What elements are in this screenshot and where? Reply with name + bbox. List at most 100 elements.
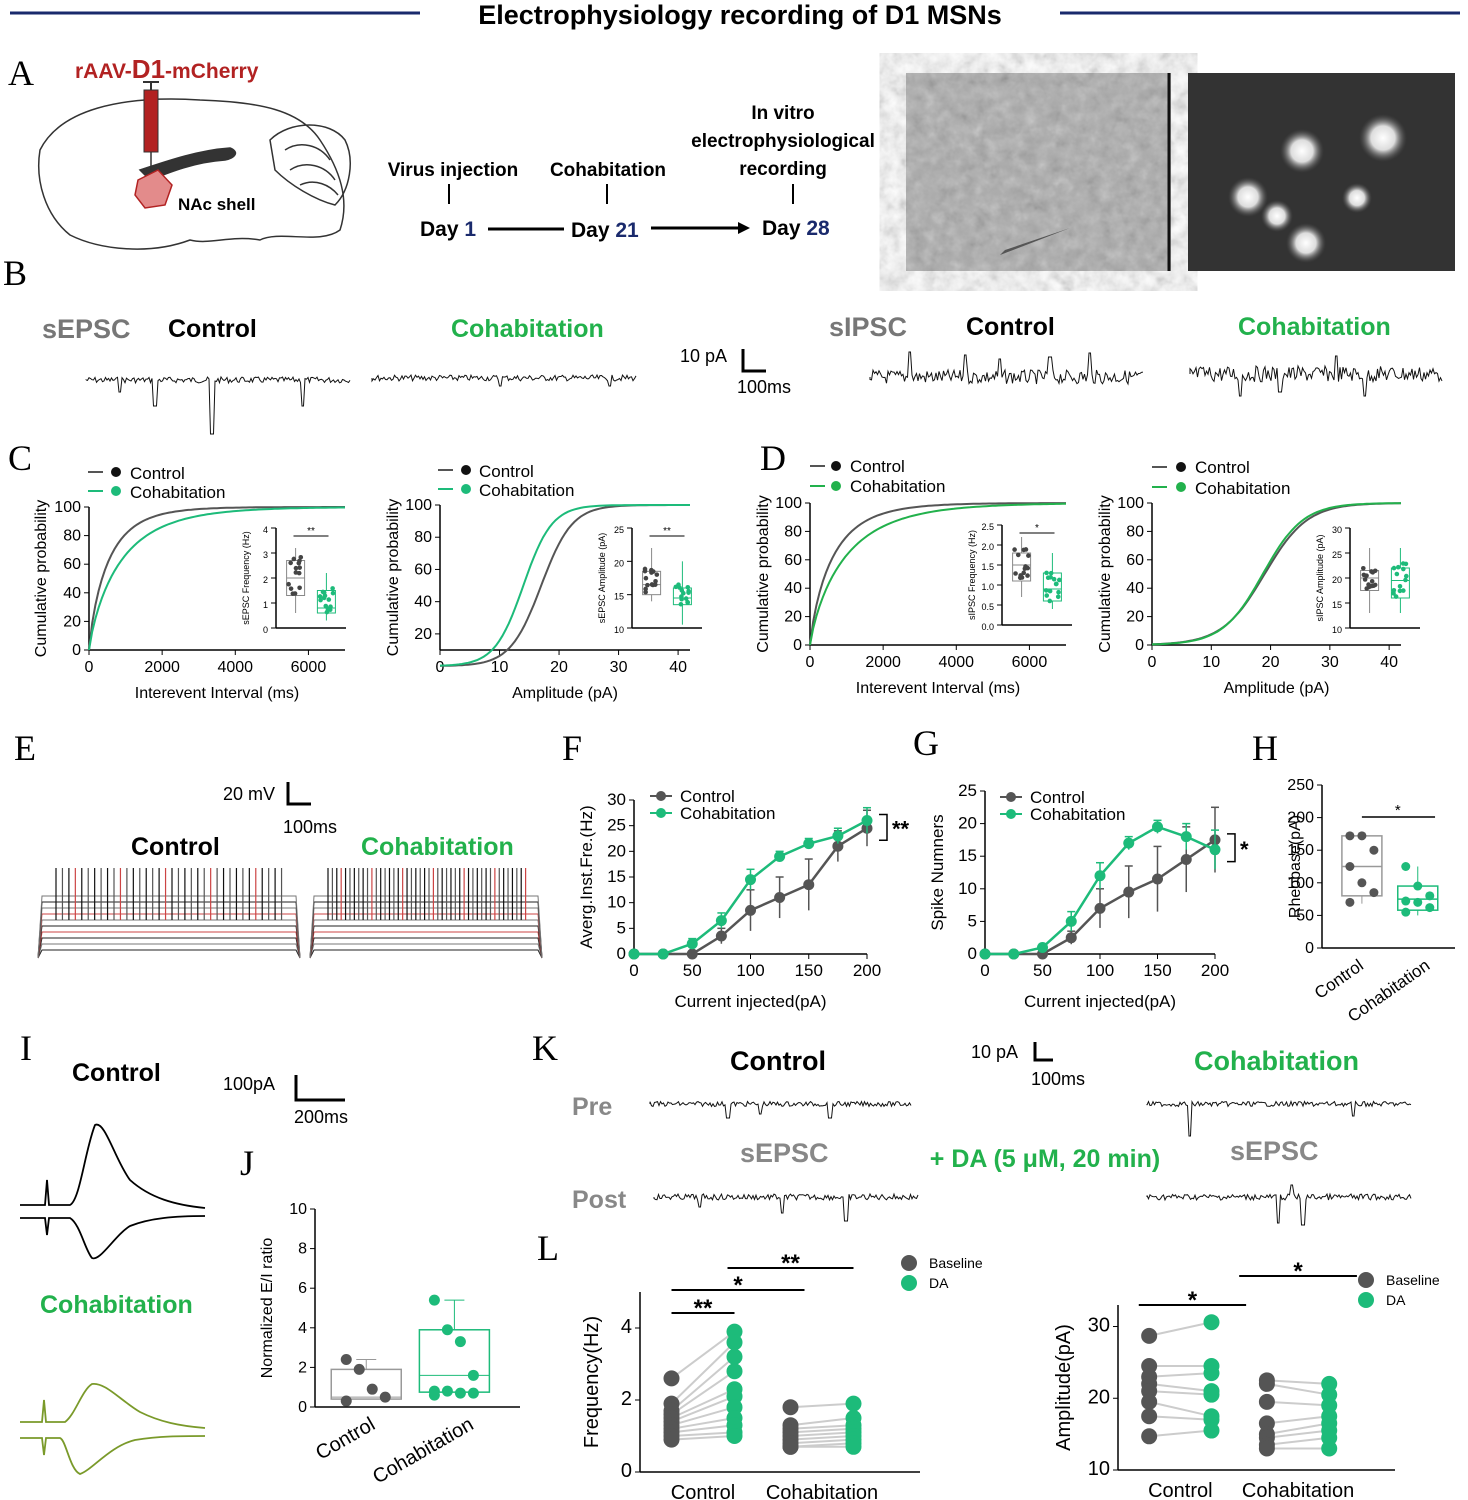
- y-tick-label: 2.0: [981, 542, 994, 552]
- da-point: [1203, 1386, 1220, 1403]
- x-axis-label: Current injected(pA): [674, 992, 826, 1011]
- y-tick-label: 250: [1287, 777, 1314, 794]
- sig-marker: **: [307, 526, 315, 537]
- x-tick-label: 200: [1201, 961, 1229, 980]
- legend-label: DA: [1386, 1292, 1406, 1308]
- category-label: Control: [312, 1413, 379, 1464]
- data-point: [686, 938, 698, 950]
- e-voltage-traces: [37, 868, 543, 959]
- y-tick-label: 25: [1332, 550, 1342, 560]
- legend-d-left: Control Cohabitation: [810, 457, 945, 496]
- category-label: Control: [1148, 1480, 1212, 1500]
- y-tick-label: 30: [1332, 525, 1342, 535]
- y-axis-label: Averg.Inst.Fre.(Hz): [577, 805, 596, 948]
- data-point: [1152, 821, 1163, 833]
- d-left-plot: 0 2000 4000 6000 0 20 40 60 80 100 Interevent Inte…: [755, 495, 1072, 697]
- x-tick-label: 10: [1202, 654, 1220, 671]
- b-sepsc-label: sEPSC: [42, 314, 131, 344]
- da-point: [726, 1363, 743, 1380]
- da-point: [845, 1395, 862, 1412]
- y-tick-label: 80: [63, 528, 81, 545]
- data-point: [774, 850, 786, 862]
- data-point: [1209, 844, 1221, 856]
- y-tick-label: 3: [263, 550, 268, 560]
- svg-text:Cohabitation: Cohabitation: [130, 483, 225, 502]
- b-sipsc-control-trace: [869, 351, 1144, 386]
- nac-shell-region: [134, 169, 173, 209]
- data-point: [1401, 907, 1411, 917]
- x-tick-label: 20: [1262, 654, 1280, 671]
- data-point: [803, 838, 815, 850]
- timeline-event-3-line1: In vitro: [751, 103, 814, 124]
- k-da-label: + DA (5 μM, 20 min): [930, 1145, 1160, 1173]
- data-point: [454, 1387, 466, 1399]
- baseline-point: [782, 1399, 799, 1416]
- baseline-point: [1141, 1428, 1158, 1445]
- b-sepsc-control-trace: [85, 375, 351, 435]
- sig-marker: *: [1293, 1258, 1303, 1285]
- x-tick-label: 0: [1148, 654, 1157, 671]
- brain-sagittal-icon: [38, 98, 351, 250]
- da-point: [1203, 1365, 1220, 1382]
- i-control-traces: [20, 1124, 206, 1260]
- e-scale-y-label: 20 mV: [223, 784, 275, 804]
- svg-text:Control: Control: [479, 462, 534, 481]
- c-right-plot: 0 10 20 30 40 20 40 60 80 100 Amplitude (pA) Cumula…: [385, 497, 702, 702]
- k-control-post-trace: [653, 1192, 919, 1222]
- e-cohab-label: Cohabitation: [361, 833, 514, 861]
- x-tick-label: 0: [629, 961, 638, 980]
- b-scale-x-label: 100ms: [737, 377, 791, 397]
- y-tick-label: 0.0: [981, 622, 994, 632]
- y-tick-label: 0: [1135, 637, 1144, 654]
- timeline-day-1: Day 1: [420, 218, 476, 241]
- x-tick-label: 30: [1321, 654, 1339, 671]
- data-point: [366, 1383, 378, 1395]
- panel-label-k: K: [532, 1028, 558, 1068]
- e-scale-x-label: 100ms: [283, 817, 337, 837]
- y-tick-label: 0: [1305, 940, 1314, 957]
- baseline-point: [1258, 1393, 1275, 1410]
- da-point: [845, 1438, 862, 1455]
- x-tick-label: 100: [736, 961, 764, 980]
- i-cohab-traces: [20, 1383, 206, 1475]
- data-point: [1425, 891, 1435, 901]
- x-tick-label: 40: [1380, 654, 1398, 671]
- data-point: [1123, 837, 1135, 849]
- y-tick-label: 100: [405, 497, 432, 514]
- y-tick-label: 30: [1088, 1315, 1110, 1337]
- legend-c-right: Control Cohabitation: [438, 462, 574, 500]
- category-label: Cohabitation: [766, 1482, 878, 1500]
- data-point: [1094, 902, 1106, 914]
- data-point: [628, 948, 640, 960]
- y-tick-label: 1.0: [981, 582, 994, 592]
- y-tick-label: 25: [607, 816, 626, 835]
- b-sepsc-control-label: Control: [168, 315, 257, 343]
- x-tick-label: 0: [980, 961, 989, 980]
- syringe-icon: [143, 89, 159, 153]
- sig-marker: **: [663, 526, 671, 537]
- y-axis-label: Amplitude(pA): [1053, 1324, 1075, 1451]
- data-point: [745, 904, 756, 916]
- category-label: Control: [671, 1482, 735, 1500]
- i-cohab-label: Cohabitation: [40, 1291, 193, 1319]
- da-point: [726, 1348, 743, 1365]
- y-tick-label: 50: [1296, 907, 1314, 924]
- y-tick-label: 2.5: [981, 522, 994, 532]
- da-point: [1321, 1440, 1338, 1457]
- data-point: [1037, 941, 1048, 953]
- k-post-label: Post: [572, 1186, 627, 1214]
- data-point: [1345, 862, 1355, 871]
- x-tick-label: 0: [806, 654, 815, 671]
- category-label: Control: [1311, 956, 1367, 1003]
- da-point: [1203, 1422, 1220, 1439]
- y-tick-label: 1.5: [981, 562, 994, 572]
- data-point: [1369, 888, 1379, 898]
- b-sipsc-label: sIPSC: [829, 312, 907, 342]
- legend-label: Control: [1030, 788, 1085, 807]
- x-tick-label: 4000: [938, 654, 974, 671]
- y-tick-label: 10: [289, 1201, 307, 1218]
- x-tick-label: 0: [85, 659, 94, 676]
